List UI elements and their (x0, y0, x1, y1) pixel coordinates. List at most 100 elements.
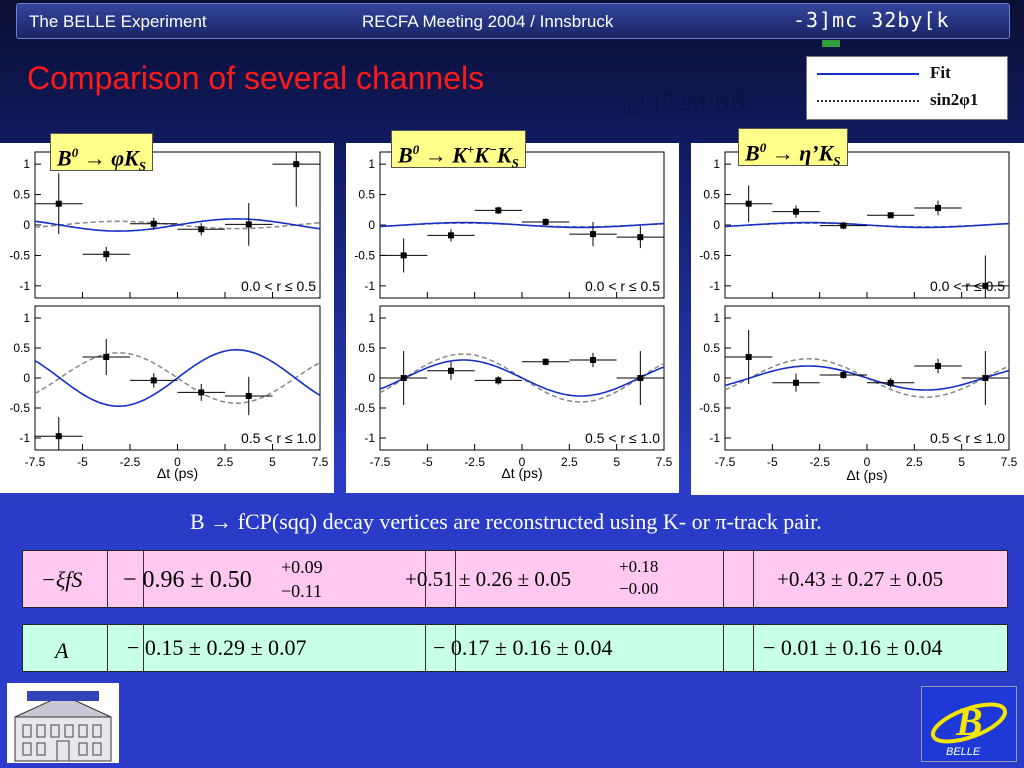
legend-sin-label: sin2φ1 (930, 90, 979, 109)
dataset-size: @ 152M BB̄ (622, 90, 746, 116)
y-tick-label: -1 (364, 279, 375, 293)
value-a-etaks: − 0.01 ± 0.16 ± 0.04 (763, 635, 943, 660)
data-point (103, 354, 110, 360)
data-point (637, 375, 644, 381)
fit-curve (34, 349, 321, 407)
data-point (400, 375, 407, 381)
data-point (150, 377, 157, 384)
data-point (590, 357, 596, 363)
sin2phi-curve (34, 352, 321, 404)
y-tick-label: -1 (19, 431, 30, 445)
y-tick-label: 1 (368, 311, 375, 325)
y-tick-label: -0.5 (699, 401, 720, 415)
data-point (935, 204, 941, 211)
x-tick-label: 5 (958, 455, 965, 469)
value-a-kkks: − 0.17 ± 0.16 ± 0.04 (433, 635, 613, 660)
range-label: 0.5 < r ≤ 1.0 (585, 430, 660, 446)
fit-curve (724, 365, 1010, 391)
value-s-etaks: +0.43 ± 0.27 ± 0.05 (777, 567, 944, 591)
y-tick-label: 0 (713, 371, 720, 385)
building-logo (7, 683, 119, 763)
caption: B → fCP(sqq) decay vertices are reconstr… (190, 509, 822, 534)
x-tick-label: -7.5 (25, 455, 46, 469)
data-point (245, 221, 252, 228)
x-tick-label: 5 (613, 455, 620, 469)
x-tick-label: -2.5 (120, 455, 141, 469)
y-tick-label: -0.5 (699, 248, 720, 262)
range-label: 0.0 < r ≤ 0.5 (930, 278, 1005, 294)
data-point (793, 379, 799, 386)
data-point (745, 200, 752, 207)
y-tick-label: 0 (368, 218, 375, 232)
svg-text:B: B (955, 699, 983, 744)
header-experiment: The BELLE Experiment (29, 12, 207, 31)
value-s-phiks: − 0.96 ± 0.50 (123, 567, 252, 593)
legend-fit-label: Fit (930, 63, 951, 82)
x-tick-label: 0 (864, 455, 871, 469)
y-tick-label: 1 (368, 157, 375, 171)
row-label-s: −ξfS (41, 567, 83, 592)
x-tick-label: 2.5 (217, 455, 234, 469)
x-tick-label: 2.5 (906, 455, 923, 469)
value-s-kkks-sup: +0.18 (619, 557, 659, 576)
table-row-a: A − 0.15 ± 0.29 ± 0.07 − 0.17 ± 0.16 ± 0… (22, 624, 1008, 672)
x-tick-label: -7.5 (370, 455, 391, 469)
data-point (198, 226, 205, 233)
data-point (448, 232, 454, 239)
data-point (245, 393, 252, 399)
chart-kkks: -1 -0.5 0 0.5 1 0.0 < r ≤ 0.5 -1 -0.5 0 0.5 1 0.5 <… (354, 151, 673, 481)
y-tick-label: 0.5 (703, 188, 720, 202)
x-tick-label: 0 (174, 455, 181, 469)
value-s-kkks: +0.51 ± 0.26 ± 0.05 (405, 567, 572, 591)
legend: Fit sin2φ1 (806, 56, 1008, 120)
x-axis-label: Δt (ps) (501, 465, 542, 481)
y-tick-label: -1 (709, 279, 720, 293)
data-point (55, 200, 62, 207)
y-tick-label: 0 (23, 371, 30, 385)
x-tick-label: -2.5 (464, 455, 485, 469)
y-tick-label: -0.5 (9, 248, 30, 262)
green-marker (822, 40, 840, 47)
data-point (840, 222, 847, 229)
data-point (542, 358, 549, 365)
y-tick-label: 0.5 (13, 341, 30, 355)
x-tick-label: -5 (422, 455, 433, 469)
panel-kkks: -1 -0.5 0 0.5 1 0.0 < r ≤ 0.5 -1 -0.5 0 0.5 1 0.5 <… (346, 143, 679, 493)
range-label: 0.5 < r ≤ 1.0 (241, 430, 316, 446)
y-tick-label: 1 (23, 157, 30, 171)
y-tick-label: 0 (23, 218, 30, 232)
channel-label-kkks: B0 → K+K−KS (391, 130, 526, 171)
data-point (793, 208, 799, 215)
value-s-phiks-sub: −0.11 (281, 581, 322, 601)
data-point (637, 234, 644, 241)
data-point (103, 251, 110, 258)
data-point (887, 212, 894, 219)
x-tick-label: -7.5 (715, 455, 736, 469)
range-label: 0.0 < r ≤ 0.5 (585, 278, 660, 294)
y-tick-label: -0.5 (9, 401, 30, 415)
data-point (198, 389, 205, 396)
y-tick-label: 0.5 (13, 188, 30, 202)
y-tick-label: 0 (368, 371, 375, 385)
page-title: Comparison of several channels (27, 60, 485, 96)
data-point (745, 354, 752, 360)
y-tick-label: -0.5 (354, 248, 375, 262)
data-point (495, 377, 502, 384)
data-point (293, 161, 300, 168)
range-label: 0.0 < r ≤ 0.5 (241, 278, 316, 294)
table-row-s: −ξfS − 0.96 ± 0.50 +0.09 −0.11 +0.51 ± 0… (22, 550, 1008, 608)
x-tick-label: 0 (519, 455, 526, 469)
row-label-a: A (55, 638, 69, 663)
x-tick-label: 7.5 (656, 455, 673, 469)
x-tick-label: -2.5 (809, 455, 830, 469)
y-tick-label: 1 (23, 311, 30, 325)
value-s-phiks-sup: +0.09 (281, 557, 323, 577)
fit-curve (379, 359, 665, 397)
y-tick-label: -1 (709, 431, 720, 445)
x-axis-label: Δt (ps) (846, 467, 887, 483)
channel-label-phiks: B0 → φKS (50, 133, 153, 174)
x-tick-label: 7.5 (1001, 455, 1018, 469)
data-point (982, 375, 989, 381)
data-point (542, 218, 549, 225)
x-tick-label: -5 (77, 455, 88, 469)
